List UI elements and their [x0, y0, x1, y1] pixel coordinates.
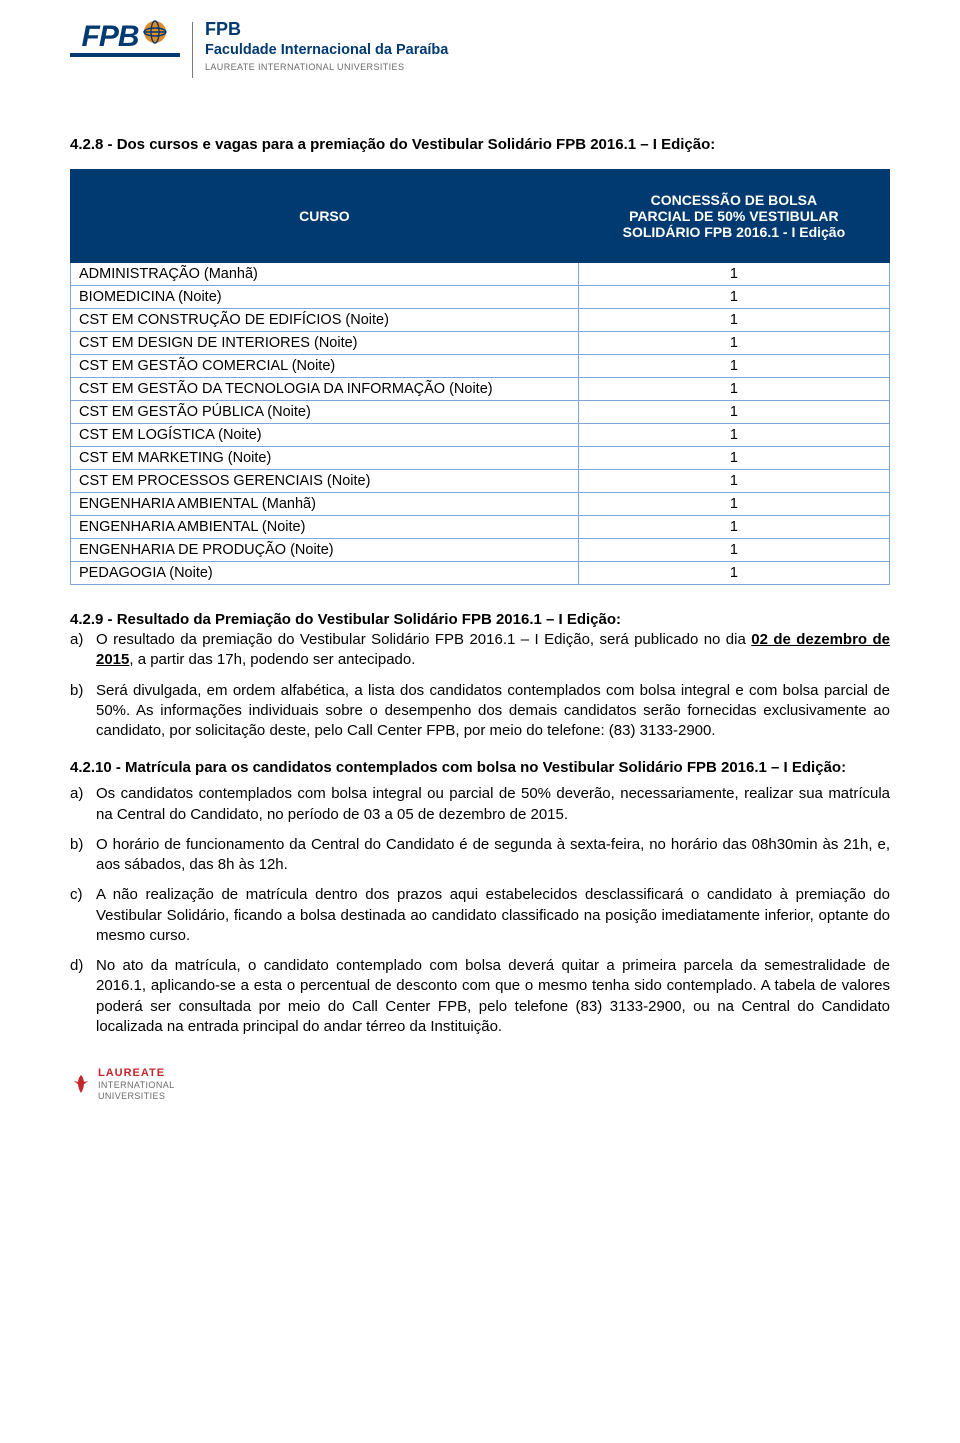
list-item: b)O horário de funcionamento da Central …	[70, 835, 890, 876]
value-cell: 1	[578, 447, 889, 470]
table-col-curso: CURSO	[71, 170, 579, 263]
list-marker: b)	[70, 835, 90, 876]
section-428-heading: 4.2.8 - Dos cursos e vagas para a premia…	[70, 136, 890, 153]
value-cell: 1	[578, 355, 889, 378]
list-marker: c)	[70, 885, 90, 946]
underline-date: 02 de dezembro de 2015	[96, 631, 890, 668]
value-cell: 1	[578, 493, 889, 516]
bolsa-line1: CONCESSÃO DE BOLSA	[591, 192, 877, 208]
table-row: ADMINISTRAÇÃO (Manhã)1	[71, 263, 890, 286]
course-cell: CST EM CONSTRUÇÃO DE EDIFÍCIOS (Noite)	[71, 309, 579, 332]
course-cell: ENGENHARIA DE PRODUÇÃO (Noite)	[71, 539, 579, 562]
table-row: CST EM CONSTRUÇÃO DE EDIFÍCIOS (Noite)1	[71, 309, 890, 332]
table-row: CST EM LOGÍSTICA (Noite)1	[71, 424, 890, 447]
list-body: O resultado da premiação do Vestibular S…	[96, 630, 890, 671]
value-cell: 1	[578, 332, 889, 355]
value-cell: 1	[578, 309, 889, 332]
bolsa-line2: PARCIAL DE 50% VESTIBULAR	[591, 208, 877, 224]
table-row: BIOMEDICINA (Noite)1	[71, 286, 890, 309]
logo-right: FPB Faculdade Internacional da Paraíba L…	[205, 18, 448, 72]
logo-divider	[192, 22, 193, 78]
list-body: A não realização de matrícula dentro dos…	[96, 885, 890, 946]
table-row: ENGENHARIA AMBIENTAL (Noite)1	[71, 516, 890, 539]
course-cell: CST EM PROCESSOS GERENCIAIS (Noite)	[71, 470, 579, 493]
list-item: a)O resultado da premiação do Vestibular…	[70, 630, 890, 671]
value-cell: 1	[578, 378, 889, 401]
footer-brand-strong: LAUREATE	[98, 1067, 175, 1080]
value-cell: 1	[578, 539, 889, 562]
section-429-heading: 4.2.9 - Resultado da Premiação do Vestib…	[70, 611, 890, 628]
course-cell: CST EM GESTÃO PÚBLICA (Noite)	[71, 401, 579, 424]
table-row: CST EM GESTÃO DA TECNOLOGIA DA INFORMAÇÃ…	[71, 378, 890, 401]
list-marker: b)	[70, 681, 90, 742]
logo-right-laureate: LAUREATE INTERNATIONAL UNIVERSITIES	[205, 62, 448, 72]
table-row: CST EM PROCESSOS GERENCIAIS (Noite)1	[71, 470, 890, 493]
course-cell: BIOMEDICINA (Noite)	[71, 286, 579, 309]
header-logo-block: FPB FPB Faculdade Internacional da Paraí…	[70, 18, 890, 78]
course-table: CURSO CONCESSÃO DE BOLSA PARCIAL DE 50% …	[70, 169, 890, 585]
globe-icon	[141, 18, 169, 50]
list-body: Os candidatos contemplados com bolsa int…	[96, 784, 890, 825]
value-cell: 1	[578, 562, 889, 585]
table-row: ENGENHARIA DE PRODUÇÃO (Noite)1	[71, 539, 890, 562]
section-429-list: a)O resultado da premiação do Vestibular…	[70, 630, 890, 741]
list-body: O horário de funcionamento da Central do…	[96, 835, 890, 876]
table-row: CST EM GESTÃO PÚBLICA (Noite)1	[71, 401, 890, 424]
value-cell: 1	[578, 424, 889, 447]
logo-underline-icon	[70, 52, 180, 58]
table-row: ENGENHARIA AMBIENTAL (Manhã)1	[71, 493, 890, 516]
footer-text: LAUREATE INTERNATIONAL UNIVERSITIES	[98, 1067, 175, 1102]
value-cell: 1	[578, 470, 889, 493]
logo-right-full: Faculdade Internacional da Paraíba	[205, 42, 448, 58]
list-item: b)Será divulgada, em ordem alfabética, a…	[70, 681, 890, 742]
table-row: CST EM MARKETING (Noite)1	[71, 447, 890, 470]
course-cell: ENGENHARIA AMBIENTAL (Manhã)	[71, 493, 579, 516]
value-cell: 1	[578, 263, 889, 286]
course-cell: CST EM GESTÃO COMERCIAL (Noite)	[71, 355, 579, 378]
value-cell: 1	[578, 286, 889, 309]
course-cell: PEDAGOGIA (Noite)	[71, 562, 579, 585]
logo-left: FPB	[70, 18, 180, 58]
list-body: Será divulgada, em ordem alfabética, a l…	[96, 681, 890, 742]
list-item: a)Os candidatos contemplados com bolsa i…	[70, 784, 890, 825]
table-col-bolsa: CONCESSÃO DE BOLSA PARCIAL DE 50% VESTIB…	[578, 170, 889, 263]
section-4210-list: a)Os candidatos contemplados com bolsa i…	[70, 784, 890, 1037]
bolsa-line3: SOLIDÁRIO FPB 2016.1 - I Edição	[591, 224, 877, 240]
list-marker: d)	[70, 956, 90, 1037]
footer-brand-sub1: INTERNATIONAL	[98, 1080, 175, 1091]
list-item: d)No ato da matrícula, o candidato conte…	[70, 956, 890, 1037]
course-cell: CST EM LOGÍSTICA (Noite)	[71, 424, 579, 447]
list-marker: a)	[70, 630, 90, 671]
footer-logo: LAUREATE INTERNATIONAL UNIVERSITIES	[70, 1067, 890, 1102]
logo-right-short: FPB	[205, 20, 448, 38]
course-cell: CST EM MARKETING (Noite)	[71, 447, 579, 470]
footer-brand-sub2: UNIVERSITIES	[98, 1091, 175, 1102]
course-cell: CST EM DESIGN DE INTERIORES (Noite)	[71, 332, 579, 355]
laureate-leaf-icon	[70, 1073, 92, 1095]
section-4210-heading: 4.2.10 - Matrícula para os candidatos co…	[122, 759, 890, 776]
table-row: PEDAGOGIA (Noite)1	[71, 562, 890, 585]
value-cell: 1	[578, 516, 889, 539]
list-marker: a)	[70, 784, 90, 825]
page: FPB FPB Faculdade Internacional da Paraí…	[0, 0, 960, 1142]
table-row: CST EM DESIGN DE INTERIORES (Noite)1	[71, 332, 890, 355]
list-item: c)A não realização de matrícula dentro d…	[70, 885, 890, 946]
course-cell: ADMINISTRAÇÃO (Manhã)	[71, 263, 579, 286]
list-body: No ato da matrícula, o candidato contemp…	[96, 956, 890, 1037]
course-cell: CST EM GESTÃO DA TECNOLOGIA DA INFORMAÇÃ…	[71, 378, 579, 401]
table-row: CST EM GESTÃO COMERCIAL (Noite)1	[71, 355, 890, 378]
logo-short-text: FPB	[82, 22, 139, 52]
course-cell: ENGENHARIA AMBIENTAL (Noite)	[71, 516, 579, 539]
value-cell: 1	[578, 401, 889, 424]
table-header-row: CURSO CONCESSÃO DE BOLSA PARCIAL DE 50% …	[71, 170, 890, 263]
